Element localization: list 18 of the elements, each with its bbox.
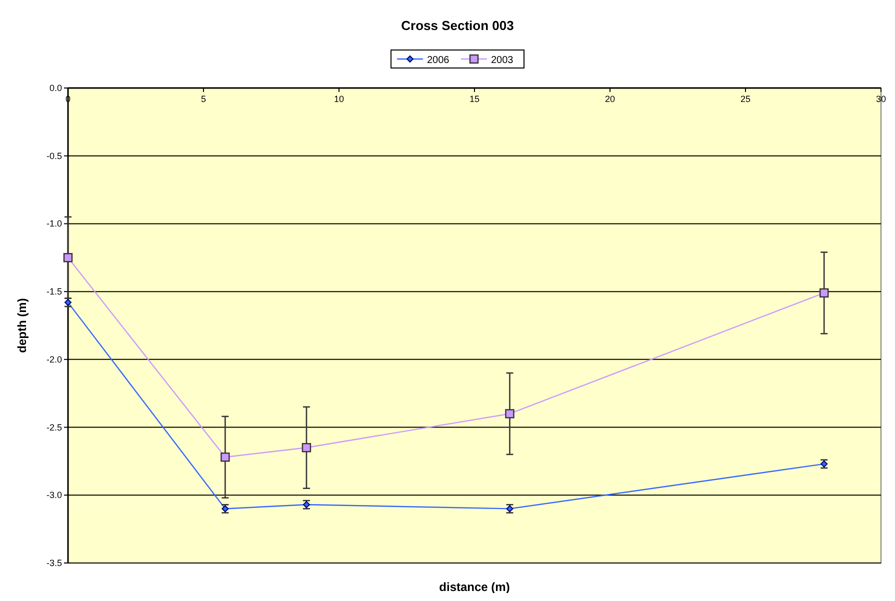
y-tick-label: -2.5 (46, 422, 62, 432)
x-tick-label: 5 (200, 94, 206, 104)
x-tick-label: 25 (740, 94, 751, 104)
x-tick-label: 20 (604, 94, 616, 104)
y-tick-label: -0.5 (46, 150, 62, 161)
x-tick-label: 15 (469, 94, 480, 104)
x-tick-label: 30 (876, 94, 886, 104)
legend-label: 2003 (491, 55, 514, 66)
y-tick-label: -3.5 (46, 558, 62, 568)
y-axis-title: depth (m) (15, 298, 29, 353)
y-tick-label: -1.0 (46, 218, 62, 229)
x-tick-label: 10 (334, 94, 344, 104)
y-tick-label: 0.0 (49, 83, 62, 93)
legend-label: 2006 (427, 55, 450, 66)
chart-title: Cross Section 003 (401, 18, 514, 33)
y-tick-label: -3.0 (46, 490, 62, 500)
y-tick-label: -2.0 (46, 354, 62, 364)
y-tick-label: -1.5 (46, 286, 62, 297)
